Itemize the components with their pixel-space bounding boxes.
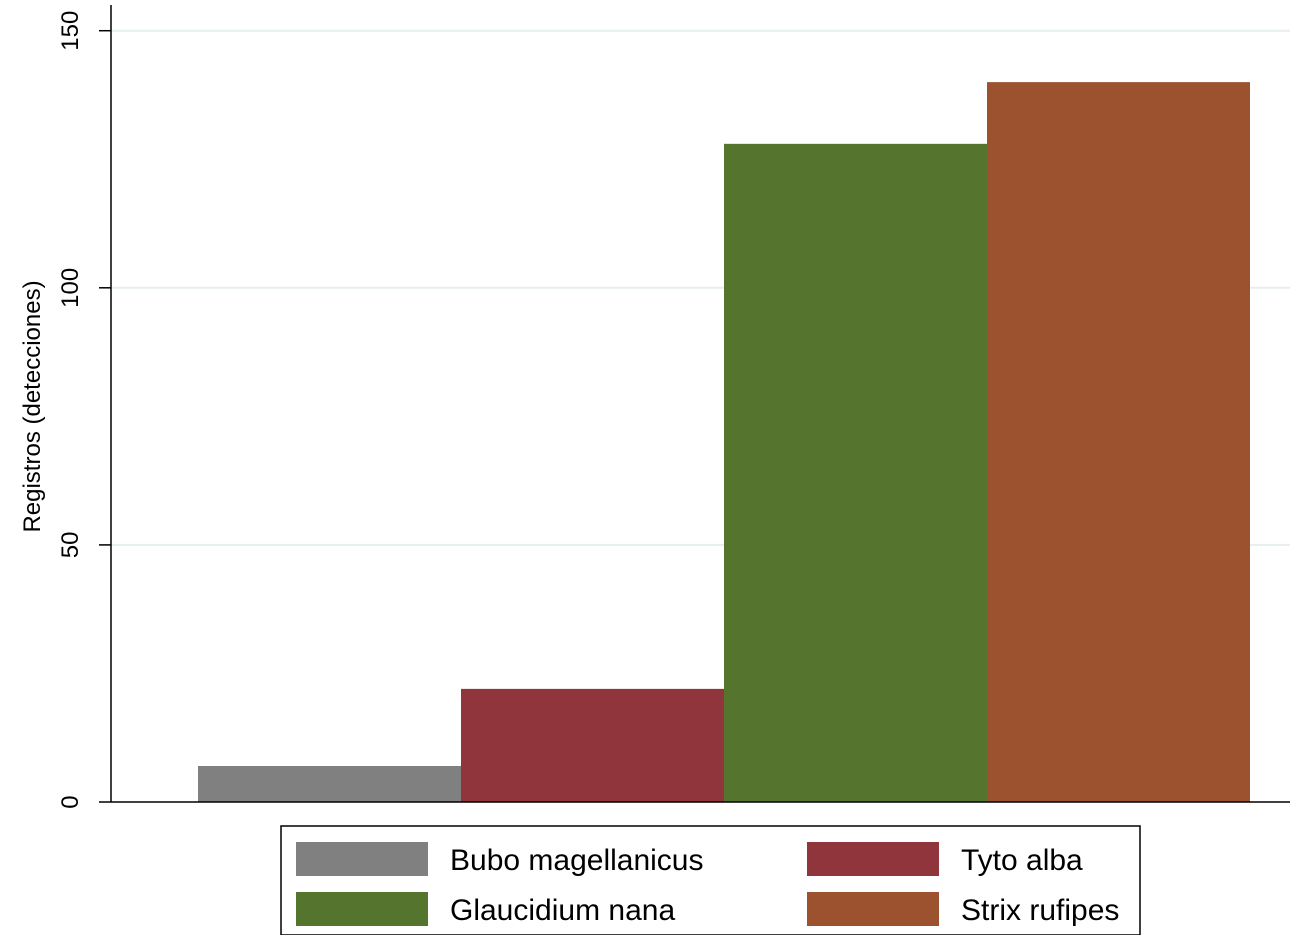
bars bbox=[198, 82, 1250, 803]
bar-glaucidium-nana bbox=[724, 143, 987, 802]
legend-swatch-glaucidium-nana bbox=[296, 892, 428, 926]
y-tick-label-3: 150 bbox=[57, 11, 84, 51]
y-axis-title: Registros (detecciones) bbox=[19, 280, 46, 532]
y-tick-label-1: 50 bbox=[57, 532, 84, 559]
legend-swatch-tyto-alba bbox=[807, 842, 939, 876]
y-axis: 0 50 100 150 bbox=[57, 5, 1290, 809]
legend: Bubo magellanicus Tyto alba Glaucidium nan… bbox=[280, 825, 1141, 935]
legend-swatch-strix-rufipes bbox=[807, 892, 939, 926]
y-tick-label-2: 100 bbox=[57, 268, 84, 308]
y-tick-label-0: 0 bbox=[57, 795, 84, 808]
bar-tyto-alba bbox=[461, 688, 724, 802]
legend-label-strix-rufipes: Strix rufipes bbox=[961, 894, 1119, 927]
bar-strix-rufipes bbox=[987, 82, 1250, 803]
bar-bubo-magellanicus bbox=[198, 766, 461, 802]
legend-swatch-bubo-magellanicus bbox=[296, 842, 428, 876]
legend-label-tyto-alba: Tyto alba bbox=[961, 844, 1083, 877]
legend-label-bubo-magellanicus: Bubo magellanicus bbox=[450, 844, 704, 877]
legend-label-glaucidium-nana: Glaucidium nana bbox=[450, 894, 675, 927]
